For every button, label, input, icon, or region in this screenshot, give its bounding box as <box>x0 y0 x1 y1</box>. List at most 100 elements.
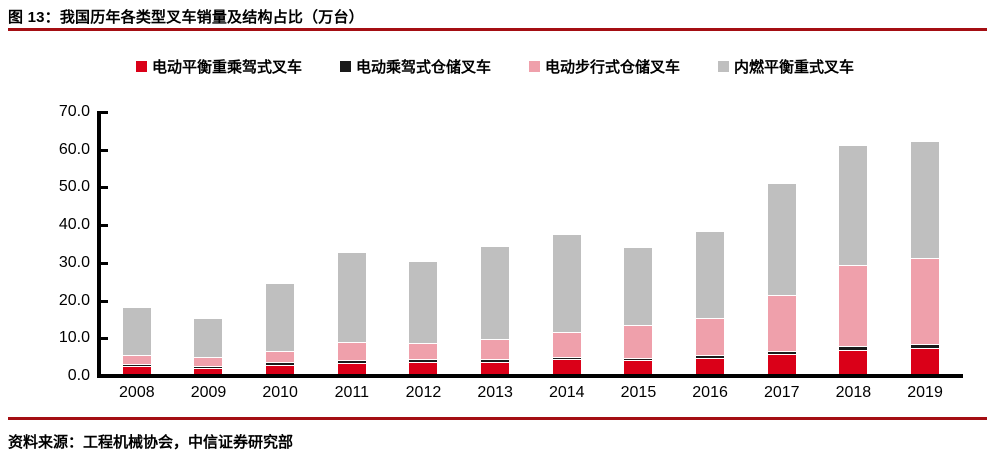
x-axis-line <box>97 374 963 378</box>
bar-segment-2015-series-3 <box>624 247 653 325</box>
x-tick-label-2009: 2009 <box>190 384 227 401</box>
bar-segment-2014-series-0 <box>552 360 581 374</box>
y-tick-mark <box>101 299 108 303</box>
y-tick-label: 70.0 <box>58 103 90 120</box>
title-divider-line <box>8 28 987 31</box>
bar-2016 <box>696 231 725 374</box>
legend-swatch-icon <box>529 61 540 72</box>
bar-segment-2012-series-0 <box>409 363 438 374</box>
bar-segment-2014-series-3 <box>552 235 581 332</box>
legend-swatch-icon <box>339 61 351 72</box>
legend-label: 内燃平衡重式叉车 <box>734 59 855 76</box>
bar-segment-2014-series-2 <box>552 332 581 357</box>
y-tick-mark <box>101 337 108 341</box>
bar-2015 <box>624 247 653 374</box>
bar-2013 <box>481 246 510 374</box>
x-tick-label-2014: 2014 <box>548 384 585 401</box>
bar-segment-2014-series-1 <box>552 357 581 360</box>
bar-segment-2016-series-2 <box>696 319 725 356</box>
bar-segment-2019-series-2 <box>911 259 940 345</box>
legend-item-0: 电动平衡重乘驾式叉车 <box>135 56 302 77</box>
bar-segment-2009-series-1 <box>194 366 223 368</box>
bar-segment-2010-series-3 <box>266 283 295 352</box>
x-tick-label-2013: 2013 <box>477 384 513 401</box>
legend-label: 电动平衡重乘驾式叉车 <box>151 59 302 76</box>
figure-title: 图 13：我国历年各类型叉车销量及结构占比（万台） <box>8 9 364 26</box>
bar-segment-2016-series-1 <box>696 356 725 359</box>
bar-segment-2018-series-0 <box>839 350 868 374</box>
y-axis-line <box>97 111 101 378</box>
bar-2008 <box>122 308 151 374</box>
bar-segment-2009-series-0 <box>194 368 223 374</box>
y-tick-label: 40.0 <box>58 216 90 234</box>
legend-item-1: 电动乘驾式仓储叉车 <box>339 56 491 77</box>
legend-item-3: 内燃平衡重式叉车 <box>718 56 854 77</box>
bar-2009 <box>194 318 223 374</box>
bar-segment-2008-series-2 <box>122 355 151 365</box>
y-tick-label: 20.0 <box>58 291 90 309</box>
y-tick-mark <box>101 148 108 152</box>
y-tick-mark <box>101 224 108 228</box>
bar-segment-2018-series-3 <box>839 145 868 266</box>
legend-swatch-icon <box>135 61 147 72</box>
bar-2014 <box>552 235 581 374</box>
x-tick-label-2018: 2018 <box>835 384 872 401</box>
bar-segment-2018-series-2 <box>839 266 868 347</box>
footer-divider-line <box>8 417 987 420</box>
bar-2017 <box>767 183 796 374</box>
legend-label: 电动乘驾式仓储叉车 <box>355 59 491 76</box>
bar-segment-2016-series-3 <box>696 231 725 319</box>
bar-2011 <box>337 252 366 374</box>
bar-segment-2011-series-3 <box>337 252 366 342</box>
bar-segment-2010-series-2 <box>266 352 295 363</box>
bar-segment-2019-series-1 <box>911 345 940 348</box>
bar-segment-2011-series-2 <box>337 342 366 360</box>
bar-2010 <box>266 283 295 374</box>
bar-segment-2013-series-2 <box>481 339 510 359</box>
chart-legend: 电动平衡重乘驾式叉车 电动乘驾式仓储叉车 电动步行式仓储叉车 内燃平衡重式叉车 <box>0 56 990 77</box>
x-tick-label-2019: 2019 <box>907 384 943 401</box>
y-tick-label: 50.0 <box>58 178 90 196</box>
x-tick-label-2008: 2008 <box>119 384 155 401</box>
bar-segment-2013-series-0 <box>481 362 510 374</box>
y-tick-label: 0.0 <box>67 367 90 384</box>
y-tick-label: 60.0 <box>58 140 90 158</box>
y-tick-label: 10.0 <box>58 329 90 347</box>
bar-segment-2017-series-2 <box>767 296 796 351</box>
bar-segment-2017-series-0 <box>767 355 796 374</box>
bar-segment-2012-series-1 <box>409 360 438 363</box>
bar-2012 <box>409 262 438 374</box>
legend-item-2: 电动步行式仓储叉车 <box>529 56 680 77</box>
x-axis-tick-labels: 2008 2009 2010 2011 2012 2013 2014 2015 2016 2017… <box>101 384 961 402</box>
x-tick-label-2010: 2010 <box>262 384 298 401</box>
legend-swatch-icon <box>718 61 730 72</box>
bar-segment-2015-series-1 <box>624 358 653 361</box>
bar-segment-2012-series-2 <box>409 343 438 360</box>
bar-segment-2019-series-0 <box>911 348 940 374</box>
bar-segment-2008-series-0 <box>122 367 151 374</box>
y-tick-mark <box>101 186 108 190</box>
bar-2018 <box>839 145 868 374</box>
bars-plot-area <box>101 110 961 374</box>
bar-segment-2010-series-1 <box>266 363 295 366</box>
bar-segment-2010-series-0 <box>266 366 295 374</box>
bar-segment-2008-series-1 <box>122 365 151 367</box>
bar-segment-2013-series-1 <box>481 359 510 362</box>
x-tick-label-2016: 2016 <box>692 384 728 401</box>
bar-segment-2012-series-3 <box>409 262 438 343</box>
x-tick-label-2011: 2011 <box>334 384 369 401</box>
bar-segment-2009-series-3 <box>194 318 223 358</box>
x-tick-label-2015: 2015 <box>620 384 657 401</box>
x-tick-label-2012: 2012 <box>405 384 442 401</box>
bar-segment-2015-series-2 <box>624 325 653 358</box>
x-tick-label-2017: 2017 <box>763 384 800 401</box>
bar-2019 <box>911 141 940 374</box>
y-tick-mark <box>101 261 108 265</box>
bar-segment-2011-series-0 <box>337 363 366 374</box>
y-tick-label: 30.0 <box>58 253 90 271</box>
legend-label: 电动步行式仓储叉车 <box>545 59 681 76</box>
y-tick-mark <box>101 111 108 114</box>
bar-segment-2015-series-0 <box>624 361 653 374</box>
bar-segment-2019-series-3 <box>911 141 940 259</box>
